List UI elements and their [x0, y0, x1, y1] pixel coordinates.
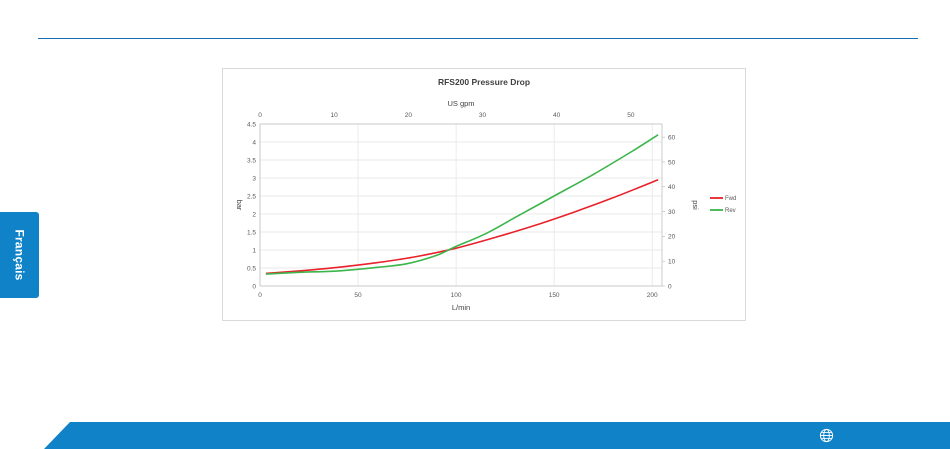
language-tab[interactable]: Français [0, 212, 39, 298]
y2-axis-label: psi [691, 200, 700, 210]
x2-tick-label: 20 [405, 112, 413, 119]
x-tick-label: 0 [258, 292, 262, 299]
footer-bar [0, 422, 950, 449]
y2-tick-label: 40 [668, 184, 676, 191]
footer-notch [0, 422, 70, 449]
x-axis-label: L/min [452, 303, 470, 312]
y2-tick-label: 10 [668, 258, 676, 265]
y-tick-label: 0.5 [247, 265, 256, 272]
language-tab-label: Français [12, 229, 27, 281]
y-tick-label: 3 [252, 175, 256, 182]
x-tick-label: 150 [549, 292, 560, 299]
y2-tick-label: 50 [668, 159, 676, 166]
x2-tick-label: 40 [553, 112, 561, 119]
globe-icon[interactable] [819, 428, 834, 443]
y2-tick-label: 0 [668, 283, 672, 290]
x2-axis-label: US gpm [447, 99, 474, 108]
x-tick-label: 200 [647, 292, 658, 299]
legend-label-rev: Rev [725, 208, 736, 214]
header-rule [38, 38, 918, 39]
y-axis-label: bar [235, 200, 244, 211]
x2-tick-label: 30 [479, 112, 487, 119]
series-line-fwd [265, 179, 659, 275]
series-line-rev [265, 134, 659, 275]
y-tick-label: 2.5 [247, 193, 256, 200]
y-tick-label: 1.5 [247, 229, 256, 236]
chart-frame: RFS200 Pressure Drop US gpm L/min bar ps… [222, 68, 746, 321]
x-tick-label: 100 [451, 292, 462, 299]
y2-tick-label: 20 [668, 234, 676, 241]
y2-tick-label: 60 [668, 134, 676, 141]
chart-title: RFS200 Pressure Drop [438, 77, 530, 87]
y-tick-label: 4 [252, 139, 256, 146]
y-tick-label: 4.5 [247, 121, 256, 128]
y-tick-label: 2 [252, 211, 256, 218]
y-tick-label: 3.5 [247, 157, 256, 164]
legend-label-fwd: Fwd [725, 196, 736, 202]
x2-tick-label: 10 [331, 112, 339, 119]
pressure-drop-chart: RFS200 Pressure Drop US gpm L/min bar ps… [235, 77, 736, 312]
y-tick-label: 1 [252, 247, 256, 254]
x2-tick-label: 50 [627, 112, 635, 119]
x-tick-label: 50 [354, 292, 362, 299]
y-tick-label: 0 [252, 283, 256, 290]
y2-tick-label: 30 [668, 209, 676, 216]
x2-tick-label: 0 [258, 112, 262, 119]
